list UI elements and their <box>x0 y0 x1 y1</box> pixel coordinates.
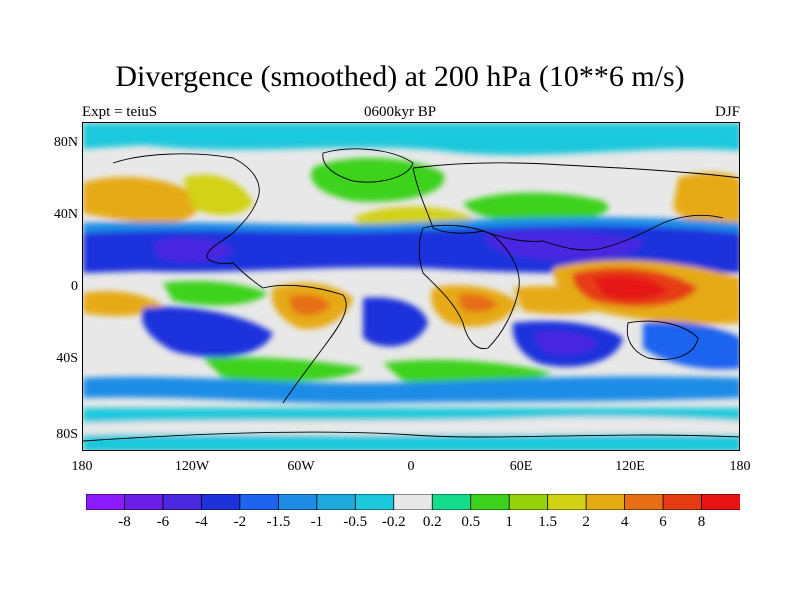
colorbar-level-label: -6 <box>156 514 170 530</box>
colorbar-level-label: 1.5 <box>538 514 558 530</box>
colorbar-level-label: 0.2 <box>422 514 442 530</box>
lon-tick-180e: 180 <box>729 459 751 474</box>
region-africa-red <box>458 293 498 313</box>
lat-tick-40s: 40S <box>56 351 78 366</box>
colorbar-swatch <box>624 494 664 510</box>
map-plot-area <box>82 122 740 451</box>
colorbar-level-label: -0.2 <box>381 514 406 530</box>
coast-north-america <box>112 153 264 289</box>
lon-tick-60e: 60E <box>509 459 533 474</box>
region-nw-america-yellow <box>183 174 253 215</box>
lat-tick-0: 0 <box>71 279 78 294</box>
colorbar-swatch <box>547 494 588 510</box>
region-sh-midlat-green <box>203 357 363 382</box>
colorbar-level-label: -8 <box>118 514 131 530</box>
colorbar-level-label: -1 <box>310 514 324 530</box>
period-label: 0600kyr BP <box>363 104 437 120</box>
region-east-pacific-violet <box>153 237 233 263</box>
colorbar-swatch <box>470 494 511 510</box>
colorbar-level-label: -4 <box>195 514 208 530</box>
colorbar-swatch <box>393 494 434 510</box>
colorbar-level-label: 1 <box>505 514 513 530</box>
region-south-indian-violet <box>533 331 598 355</box>
colorbar <box>86 494 740 510</box>
lat-tick-80n: 80N <box>53 135 78 150</box>
experiment-label: Expt = teiuS <box>82 104 158 120</box>
region-east-pacific-green <box>163 281 268 306</box>
colorbar-swatch <box>316 494 357 510</box>
colorbar-level-label: -1.5 <box>266 514 291 530</box>
colorbar-level-label: 4 <box>620 514 629 530</box>
colorbar-swatch <box>162 494 203 510</box>
colorbar-level-label: 6 <box>659 514 667 530</box>
region-sh-midlat-green2 <box>383 359 553 385</box>
lon-tick-120e: 120E <box>615 459 645 474</box>
lat-tick-80s: 80S <box>56 427 78 442</box>
colorbar-level-label: 8 <box>697 514 706 530</box>
region-south-atlantic-blue <box>363 297 428 347</box>
region-antarctic-white <box>83 416 739 435</box>
colorbar-swatch <box>124 494 164 510</box>
lon-tick-0: 0 <box>407 459 415 474</box>
chart-title: Divergence (smoothed) at 200 hPa (10**6 … <box>115 60 685 93</box>
lon-tick-60w: 60W <box>287 459 315 474</box>
colorbar-level-label: 2 <box>582 514 590 530</box>
lon-tick-180w: 180 <box>71 459 93 474</box>
colorbar-swatch <box>662 494 703 510</box>
region-nh-subtropical-violet <box>483 230 643 261</box>
lon-tick-120w: 120W <box>174 459 210 474</box>
colorbar-swatch <box>585 494 626 510</box>
season-label: DJF <box>714 104 740 120</box>
coastlines <box>83 148 739 442</box>
colorbar-swatch <box>508 494 549 510</box>
coast-antarctica <box>83 431 739 442</box>
region-nh-edge-cyan <box>83 217 739 233</box>
colorbar-swatch <box>431 494 472 510</box>
coast-south-america <box>262 284 347 404</box>
region-maritime-continent-core <box>593 275 668 300</box>
region-greenland-green <box>311 157 445 202</box>
colorbar-level-label: -0.5 <box>343 514 368 530</box>
region-sh-south-blue <box>83 376 739 404</box>
region-northpacific-orange <box>83 177 199 223</box>
colorbar-level-label: -2 <box>233 514 247 530</box>
coast-greenland <box>322 148 414 183</box>
region-arctic-blue <box>83 123 739 155</box>
coast-africa <box>418 224 520 350</box>
colorbar-swatch <box>277 494 318 510</box>
colorbar-swatch <box>86 494 126 510</box>
coast-eurasia <box>412 162 739 251</box>
colorbar-swatch <box>354 494 395 510</box>
colorbar-level-label: 0.5 <box>461 514 481 530</box>
region-eurasia-green <box>463 192 609 223</box>
region-south-pacific-blue <box>141 306 273 358</box>
colorbar-swatches <box>86 494 740 510</box>
region-australia-blue <box>643 321 739 370</box>
divergence-map <box>83 123 739 450</box>
lat-tick-40n: 40N <box>53 207 78 222</box>
colorbar-swatch <box>201 494 241 510</box>
colorbar-swatch <box>701 494 740 510</box>
region-south-america-red <box>288 294 331 316</box>
coast-australia <box>626 320 699 360</box>
colorbar-swatch <box>239 494 280 510</box>
